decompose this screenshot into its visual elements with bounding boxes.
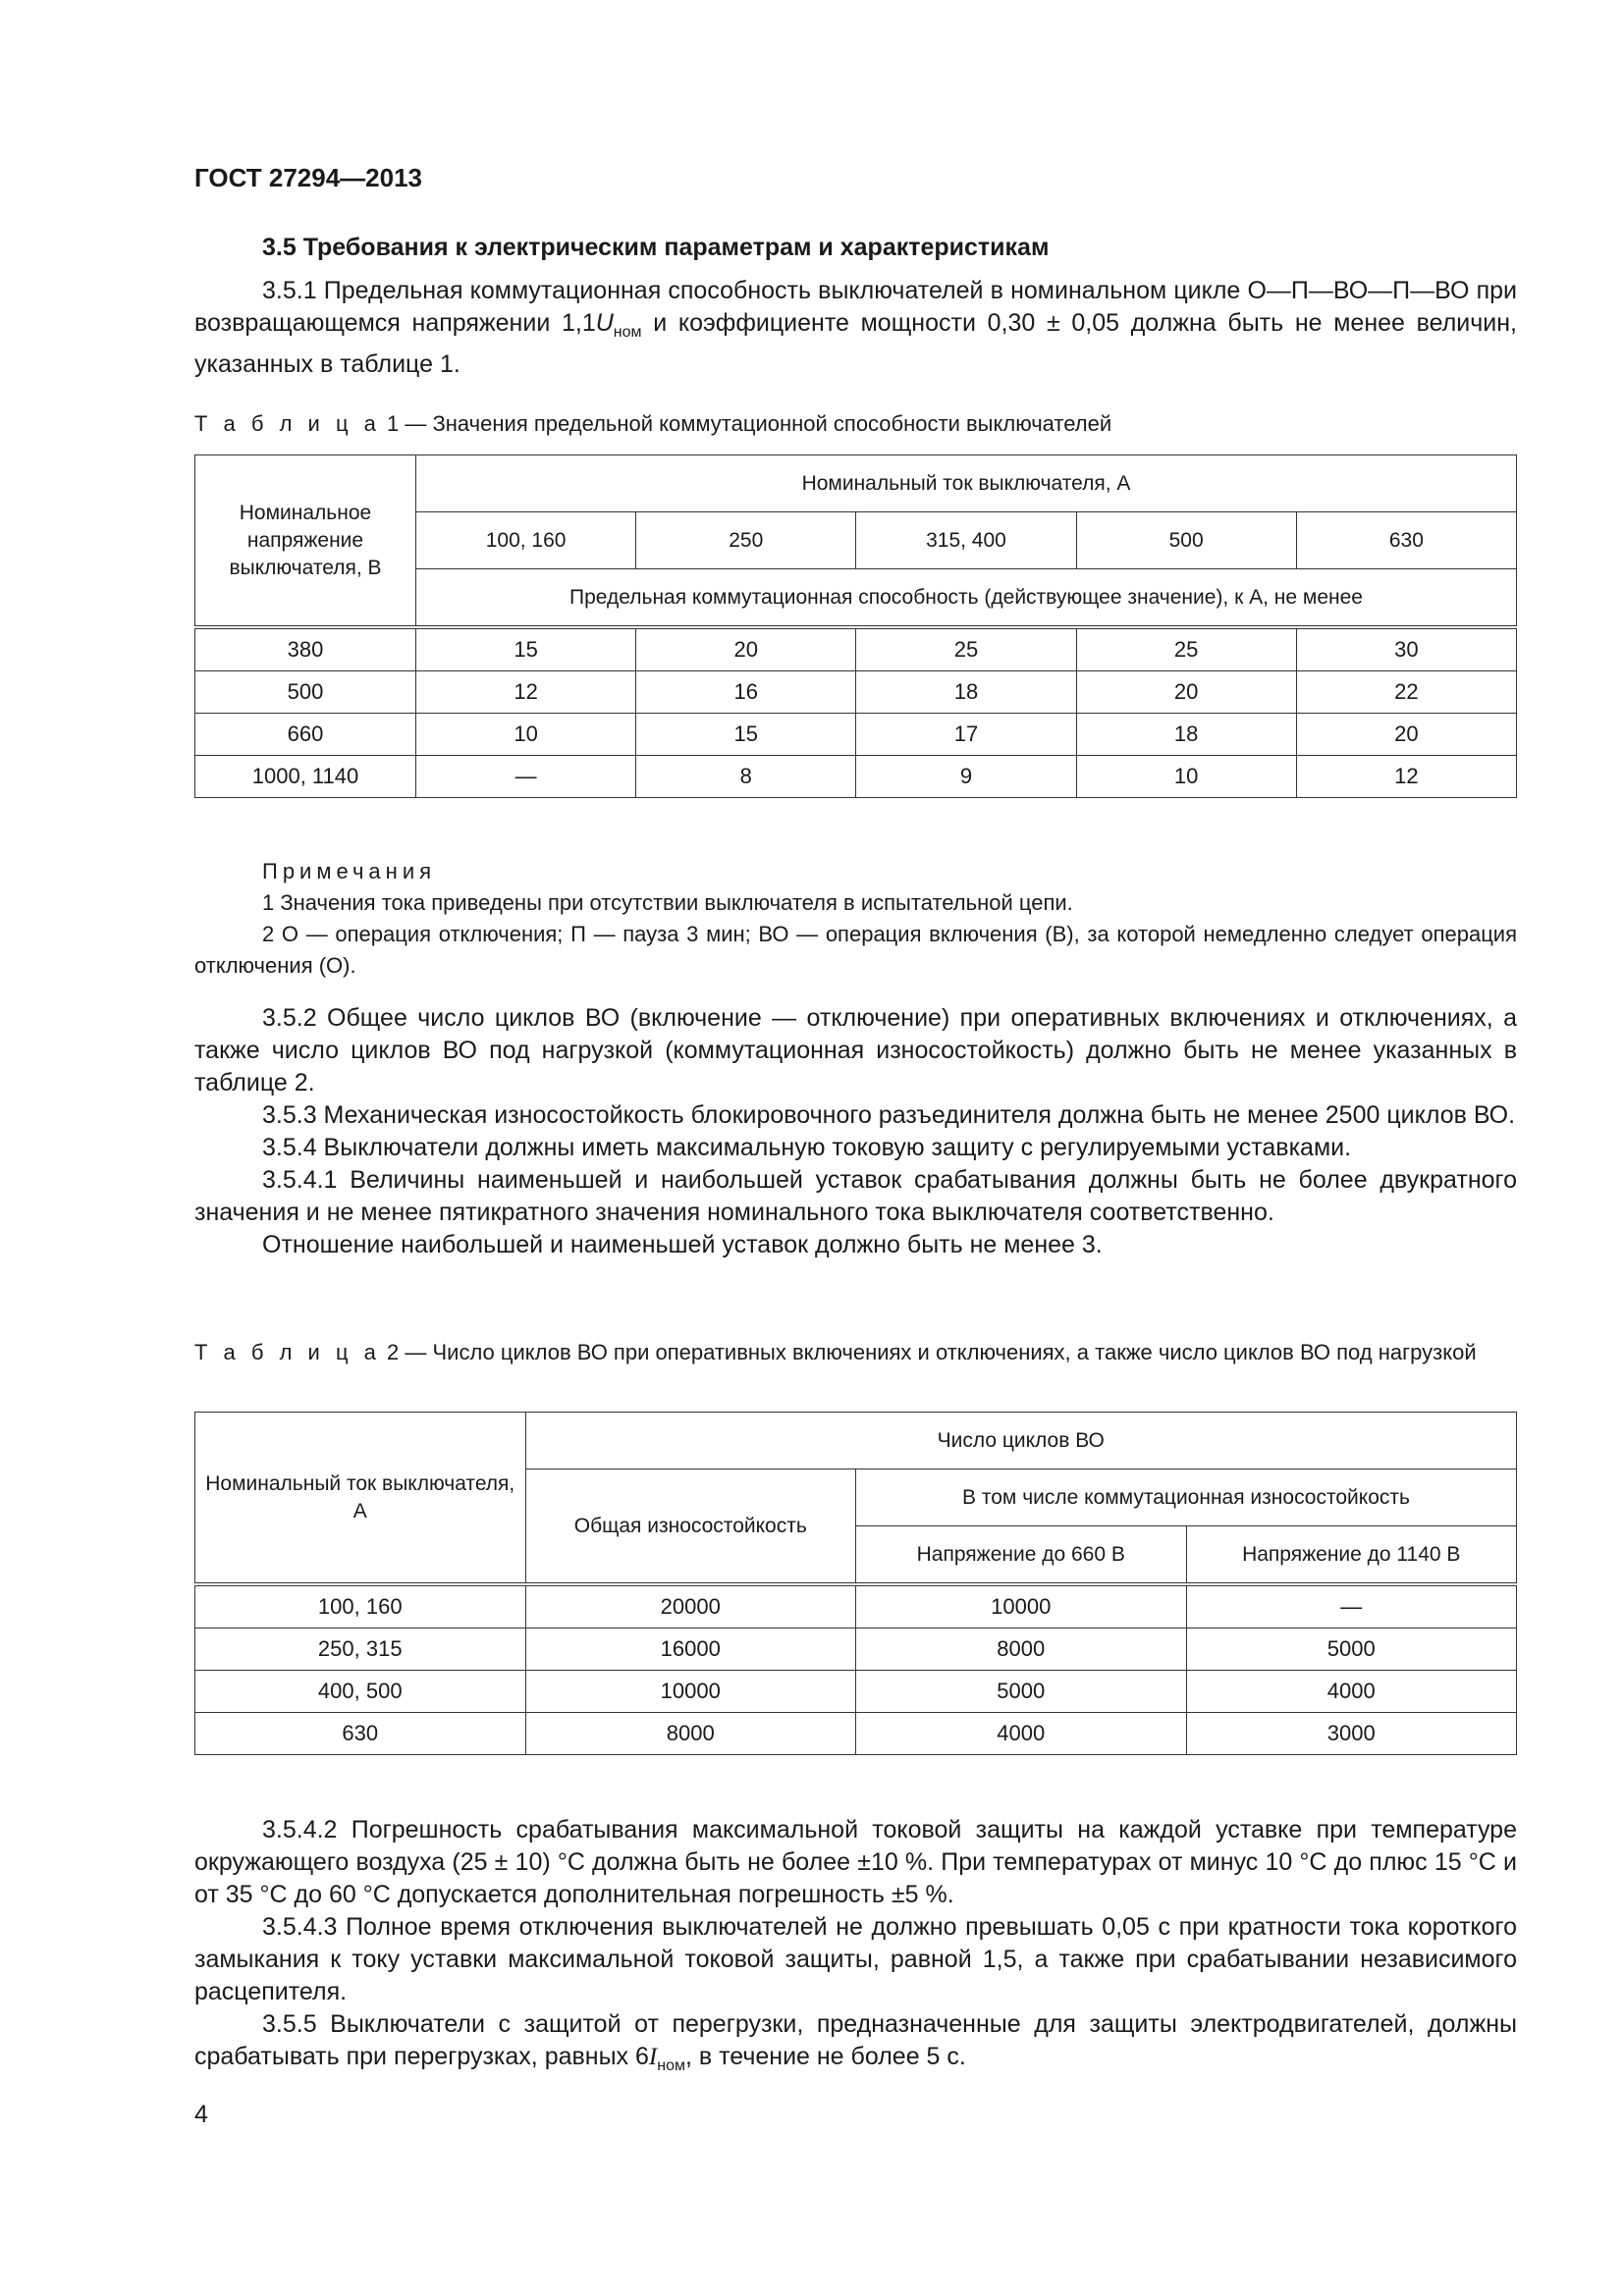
note-item: 1 Значения тока приведены при отсутствии… (262, 890, 1073, 915)
table-cell: 250, 315 (194, 1628, 526, 1671)
table-cell: 18 (855, 670, 1077, 714)
table-cell: 25 (855, 625, 1077, 671)
table-row: 630 8000 4000 3000 (194, 1712, 1517, 1755)
table-cell: 400, 500 (194, 1670, 526, 1713)
table-cell: 10000 (524, 1670, 856, 1713)
paragraph: 3.5.3 Механическая износостойкость блоки… (262, 1101, 1516, 1129)
table-cell: 16 (635, 670, 857, 714)
sub-column-header: Напряжение до 660 В (855, 1525, 1187, 1585)
paragraph: Отношение наибольшей и наименьшей уставо… (262, 1231, 1103, 1258)
document-id: ГОСТ 27294—2013 (194, 163, 422, 192)
table-2: Номинальный ток выключателя, А Число цик… (194, 1412, 1517, 1755)
table-cell: 12 (414, 670, 637, 714)
table-cell: 4000 (1185, 1670, 1517, 1713)
table-cell: 500 (194, 670, 416, 714)
table-cell: 18 (1075, 713, 1297, 756)
table-cell: 630 (194, 1712, 526, 1755)
table-row: 660 10 15 17 18 20 (194, 713, 1518, 756)
table-1: Номинальное напряжение выключателя, В Но… (194, 454, 1518, 798)
table-cell: 15 (414, 625, 637, 671)
table-cell: 17 (855, 713, 1077, 756)
note-item: 2 О — операция отключения; П — пауза 3 м… (194, 922, 1517, 978)
paragraph: 3.5.4.3 Полное время отключения выключат… (194, 1913, 1517, 2005)
table-cell: 4000 (855, 1712, 1187, 1755)
table-cell: 16000 (524, 1628, 856, 1671)
column-header: 315, 400 (855, 511, 1077, 569)
group-header: Номинальный ток выключателя, А (415, 454, 1517, 512)
table-row: 100, 160 20000 10000— (194, 1582, 1517, 1629)
table-cell: 10 (414, 713, 637, 756)
table-cell: 10000 (855, 1582, 1187, 1629)
paragraph: 3.5.2 Общее число циклов ВО (включение —… (194, 1004, 1517, 1096)
table-row: 500 12 16 18 20 22 (194, 670, 1518, 714)
paragraph-3-5-5: 3.5.5 Выключатели с защитой от перегрузк… (194, 2010, 1517, 2074)
notes: Примечания 1 Значения тока приведены при… (194, 856, 1517, 982)
table-cell: 5000 (855, 1670, 1187, 1713)
table1-caption: Т а б л и ц а 1 — Значения предельной ко… (194, 411, 1112, 436)
table-cell: 3000 (1185, 1712, 1517, 1755)
notes-title: Примечания (262, 859, 437, 883)
column-header: 250 (635, 511, 857, 569)
paragraphs-end: 3.5.4.2 Погрешность срабатывания максима… (194, 1814, 1517, 2082)
table-cell: — (1185, 1582, 1517, 1629)
table-row: 250, 315 16000 8000 5000 (194, 1628, 1517, 1671)
table-row: 1000, 1140—8 9 10 12 (194, 755, 1518, 798)
row-header: Номинальное напряжение выключателя, В (194, 454, 416, 628)
table-cell: 30 (1295, 625, 1518, 671)
table-cell: 8000 (524, 1712, 856, 1755)
table-cell: 20 (635, 625, 857, 671)
sub-column-header: Напряжение до 1140 В (1185, 1525, 1517, 1585)
table-cell: 100, 160 (194, 1582, 526, 1629)
column-header: 100, 160 (414, 511, 637, 569)
column-header: 630 (1295, 511, 1518, 569)
table-cell: 20 (1075, 670, 1297, 714)
table-cell: 10 (1075, 755, 1297, 798)
table-row: 400, 500 10000 5000 4000 (194, 1670, 1517, 1713)
column-header: 500 (1075, 511, 1297, 569)
table-cell: 1000, 1140 (194, 755, 416, 798)
page-number: 4 (194, 2101, 208, 2128)
paragraphs-mid: 3.5.2 Общее число циклов ВО (включение —… (194, 1002, 1517, 1261)
table-row: 380 15 20 25 25 30 (194, 625, 1518, 671)
table-cell: 20 (1295, 713, 1518, 756)
table-cell: — (414, 755, 637, 798)
table-cell: 380 (194, 625, 416, 671)
paragraph: 3.5.4.1 Величины наименьшей и наибольшей… (194, 1166, 1517, 1226)
table-cell: 660 (194, 713, 416, 756)
table-cell: 9 (855, 755, 1077, 798)
section-title: 3.5 Требования к электрическим параметра… (262, 234, 1050, 261)
row-header: Номинальный ток выключателя, А (194, 1412, 526, 1585)
total-header: Общая износостойкость (524, 1468, 856, 1585)
table-cell: 5000 (1185, 1628, 1517, 1671)
sub-group-header: В том числе коммутационная износостойкос… (855, 1468, 1517, 1526)
table-cell: 8 (635, 755, 857, 798)
table-cell: 8000 (855, 1628, 1187, 1671)
sub-header: Предельная коммутационная способность (д… (415, 568, 1517, 628)
table2-caption: Т а б л и ц а 2 — Число циклов ВО при оп… (194, 1340, 1477, 1364)
group-header: Число циклов ВО (524, 1412, 1517, 1469)
table-cell: 25 (1075, 625, 1297, 671)
paragraph-3-5-1: 3.5.1 Предельная коммутационная способно… (194, 277, 1518, 378)
table-cell: 12 (1295, 755, 1518, 798)
table-cell: 22 (1295, 670, 1518, 714)
table-cell: 20000 (524, 1582, 856, 1629)
table-cell: 15 (635, 713, 857, 756)
paragraph: 3.5.4.2 Погрешность срабатывания максима… (194, 1816, 1517, 1908)
paragraph: 3.5.4 Выключатели должны иметь максималь… (262, 1134, 1352, 1161)
